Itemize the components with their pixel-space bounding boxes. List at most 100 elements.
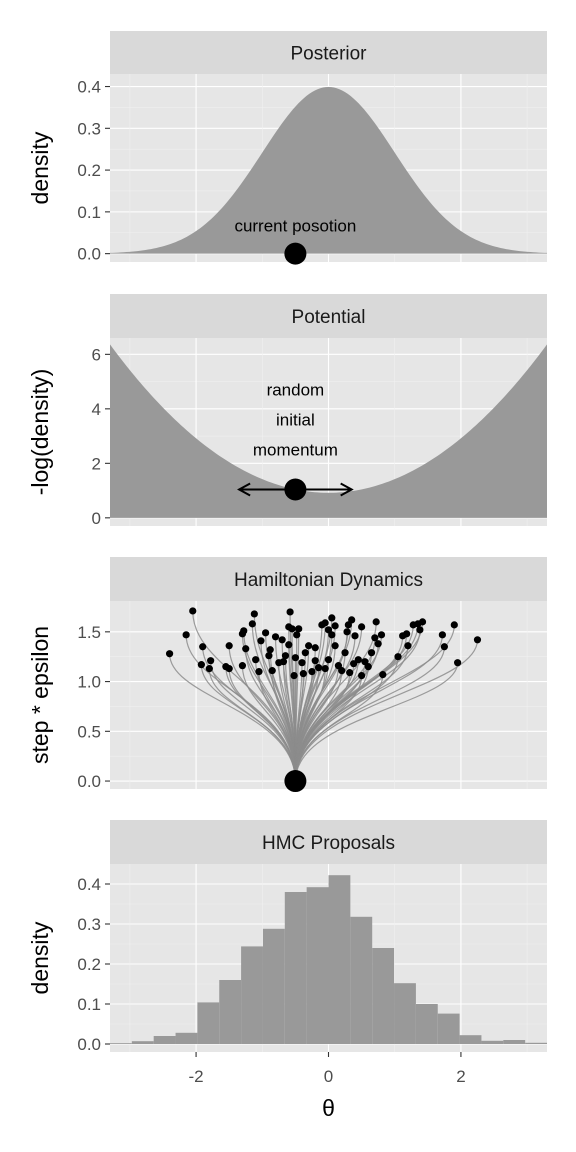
chart-marks xyxy=(110,86,547,1044)
y-tick-label: 1.5 xyxy=(77,623,101,642)
proposal-endpoint xyxy=(257,637,265,645)
histogram-bar xyxy=(262,928,285,1044)
y-tick-label: 0.2 xyxy=(77,161,101,180)
proposal-endpoint xyxy=(165,650,174,658)
proposal-endpoint xyxy=(311,644,319,652)
proposal-endpoint xyxy=(354,656,362,664)
x-axis-title: θ xyxy=(322,1095,335,1121)
proposal-endpoint xyxy=(348,616,356,624)
proposal-endpoint xyxy=(265,652,273,660)
momentum-arrowhead-left xyxy=(237,482,251,497)
histogram-bar xyxy=(175,1032,198,1044)
y-tick-label: 0.3 xyxy=(77,119,101,138)
proposal-endpoint xyxy=(324,656,333,664)
proposal-endpoint xyxy=(278,636,286,644)
histogram-bar xyxy=(415,1004,438,1044)
histogram-bar xyxy=(328,875,351,1044)
proposal-endpoint xyxy=(250,610,258,618)
facet-strip xyxy=(110,31,547,74)
proposal-endpoint xyxy=(473,636,482,644)
facet-strip xyxy=(110,294,547,338)
proposal-endpoint xyxy=(308,668,316,676)
y-tick-label: 0.2 xyxy=(77,955,101,974)
facet-strip xyxy=(110,820,547,864)
proposal-endpoint xyxy=(377,631,386,639)
histogram-bar xyxy=(372,948,395,1044)
histogram-bar xyxy=(437,1013,460,1044)
proposal-endpoint xyxy=(240,627,248,635)
y-tick-label: 0.0 xyxy=(77,1035,101,1054)
proposal-endpoint xyxy=(358,672,366,680)
proposal-endpoint xyxy=(450,621,458,629)
y-axis-title: density xyxy=(27,921,53,994)
y-tick-label: 0.1 xyxy=(77,995,101,1014)
proposal-endpoint xyxy=(328,614,336,622)
potential-area xyxy=(110,344,547,518)
proposal-endpoint xyxy=(248,620,256,628)
histogram-bar xyxy=(525,1042,547,1044)
proposal-endpoint xyxy=(341,649,349,657)
y-axis-title: -log(density) xyxy=(27,369,53,496)
proposal-endpoint xyxy=(338,667,346,675)
histogram-bar xyxy=(219,980,242,1044)
histogram-bar xyxy=(110,1043,132,1044)
momentum-arrowhead-right xyxy=(340,482,354,497)
proposal-endpoint xyxy=(343,628,351,636)
histogram-bar xyxy=(350,916,373,1044)
proposal-endpoint xyxy=(404,642,412,650)
y-tick-label: 0.1 xyxy=(77,203,101,222)
trajectory-line xyxy=(294,639,479,782)
histogram-bar xyxy=(394,983,416,1044)
y-tick-label: 0.0 xyxy=(77,245,101,264)
momentum-label-line: random xyxy=(267,381,325,400)
facet-strip xyxy=(110,557,547,601)
proposal-endpoint xyxy=(252,656,260,664)
proposal-endpoint xyxy=(293,631,301,639)
proposal-endpoint xyxy=(286,608,294,616)
histogram-bar xyxy=(131,1041,154,1044)
proposal-endpoint xyxy=(331,642,339,650)
proposal-endpoint xyxy=(328,631,336,639)
proposal-endpoint xyxy=(255,668,263,676)
proposal-endpoint xyxy=(438,631,446,639)
proposal-endpoint xyxy=(301,649,309,657)
proposal-endpoint xyxy=(285,641,293,649)
proposal-endpoint xyxy=(418,618,427,626)
proposal-endpoint xyxy=(379,671,387,679)
y-tick-label: 0.4 xyxy=(77,78,101,97)
y-tick-label: 6 xyxy=(92,345,101,364)
trajectory-line xyxy=(241,665,296,782)
proposal-endpoint xyxy=(416,626,424,634)
proposal-endpoint xyxy=(321,665,329,673)
proposal-endpoint xyxy=(351,632,359,640)
proposal-endpoint xyxy=(331,622,339,630)
proposal-endpoint xyxy=(291,654,299,662)
y-axis-title: step * epsilon xyxy=(27,626,53,764)
y-tick-label: 0.4 xyxy=(77,875,101,894)
y-tick-label: 0.5 xyxy=(77,722,101,741)
x-tick-label: 0 xyxy=(324,1067,333,1086)
proposal-endpoint xyxy=(205,665,213,673)
proposal-endpoint xyxy=(314,664,323,672)
y-tick-label: 0.3 xyxy=(77,915,101,934)
histogram-bar xyxy=(284,892,307,1044)
proposal-endpoint xyxy=(298,659,306,667)
proposal-endpoint xyxy=(290,672,298,680)
proposal-endpoint xyxy=(199,643,207,651)
proposal-endpoint xyxy=(207,657,215,665)
histogram-bar xyxy=(153,1036,176,1044)
y-tick-label: 2 xyxy=(92,454,101,473)
momentum-label-line: initial xyxy=(276,411,315,430)
posterior-density-area xyxy=(110,86,547,254)
momentum-label-line: momentum xyxy=(253,441,338,460)
trajectory-line xyxy=(294,621,424,782)
facet-title: HMC Proposals xyxy=(262,833,395,854)
histogram-bar xyxy=(503,1040,526,1044)
proposal-endpoint xyxy=(305,642,313,650)
proposal-endpoint xyxy=(189,607,197,615)
proposal-endpoint xyxy=(268,667,276,675)
facet-title: Potential xyxy=(292,307,366,328)
histogram-bar xyxy=(241,946,263,1044)
proposal-endpoint xyxy=(225,642,233,650)
x-tick-label: 2 xyxy=(456,1067,465,1086)
